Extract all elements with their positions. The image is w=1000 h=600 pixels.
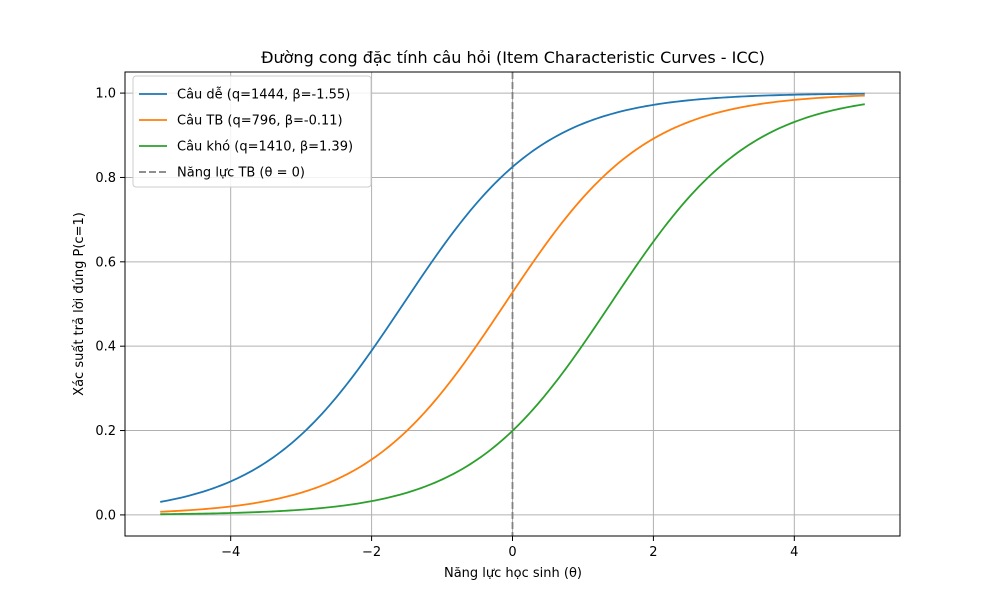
series-layer — [160, 92, 865, 516]
series-line-2 — [160, 94, 865, 513]
chart-title: Đường cong đặc tính câu hỏi (Item Charac… — [261, 48, 765, 67]
y-axis-ticks: 0.0 0.2 0.4 0.6 0.8 1.0 — [95, 87, 125, 523]
legend-label: Câu TB (q=796, β=-0.11) — [177, 114, 343, 129]
x-tick-label: −2 — [362, 545, 381, 560]
y-axis-label: Xác suất trả lời đúng P(c=1) — [72, 212, 87, 396]
x-tick-label: 4 — [790, 545, 798, 560]
y-tick-label: 0.2 — [95, 424, 116, 439]
y-tick-label: 0.0 — [95, 508, 116, 523]
series-line-1 — [160, 92, 865, 503]
legend-label: Câu dễ (q=1444, β=-1.55) — [177, 88, 350, 103]
y-tick-label: 0.6 — [95, 255, 116, 270]
x-axis-ticks: −4 −2 0 2 4 — [221, 536, 798, 560]
x-tick-label: 0 — [508, 545, 516, 560]
x-tick-label: 2 — [649, 545, 657, 560]
legend: Câu dễ (q=1444, β=-1.55) Câu TB (q=796, β… — [132, 75, 372, 188]
series-line-3 — [160, 103, 865, 516]
legend-label: Câu khó (q=1410, β=1.39) — [177, 140, 353, 155]
x-axis-label: Năng lực học sinh (θ) — [444, 566, 582, 581]
legend-label: Năng lực TB (θ = 0) — [177, 166, 305, 181]
legend-box — [132, 75, 372, 188]
y-tick-label: 1.0 — [95, 87, 116, 102]
y-tick-label: 0.8 — [95, 171, 116, 186]
x-tick-label: −4 — [221, 545, 240, 560]
y-tick-label: 0.4 — [95, 340, 116, 355]
